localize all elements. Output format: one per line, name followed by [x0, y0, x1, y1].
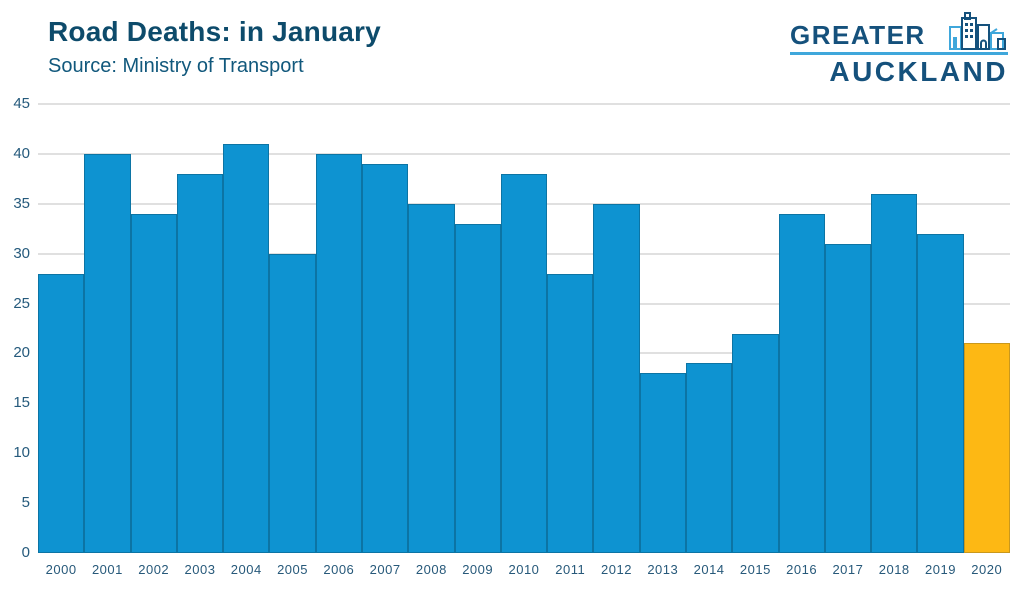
bar-2017 [824, 243, 872, 553]
y-tick-label-20: 20 [13, 344, 30, 362]
x-tick-label-2010: 2010 [508, 562, 540, 577]
bar-2012 [593, 203, 640, 553]
x-tick-label-2009: 2009 [462, 562, 494, 577]
chart-title: Road Deaths: in January [48, 16, 381, 47]
bar-2000 [38, 273, 85, 553]
x-tick-label-2004: 2004 [230, 562, 262, 577]
y-tick-label-40: 40 [13, 144, 30, 162]
x-tick-label-2002: 2002 [138, 562, 170, 577]
bar-2018 [871, 193, 918, 553]
x-tick-label-2003: 2003 [184, 562, 216, 577]
bar-2001 [84, 153, 131, 553]
x-tick-label-2014: 2014 [693, 562, 725, 577]
y-axis: 0 5 10 15 20 25 30 35 40 45 [0, 95, 30, 561]
bar-2019 [917, 233, 964, 553]
x-tick-label-2020: 2020 [971, 562, 1003, 577]
bar-2010 [500, 173, 548, 553]
bars [38, 104, 1010, 553]
bar-2014 [685, 363, 733, 553]
y-tick-label-5: 5 [21, 494, 30, 512]
bar-2013 [639, 373, 686, 553]
bar-2011 [547, 273, 594, 553]
bar-2009 [454, 223, 501, 553]
bar-chart-plot [38, 103, 1010, 553]
x-tick-label-2019: 2019 [925, 562, 956, 577]
y-tick-label-35: 35 [13, 194, 30, 212]
bar-2003 [176, 173, 224, 553]
x-tick-label-2016: 2016 [786, 562, 818, 577]
greater-auckland-logo: GREATER AUCKLAND [790, 12, 1008, 88]
y-tick-label-15: 15 [13, 394, 30, 412]
x-tick-label-2017: 2017 [832, 562, 864, 577]
x-tick-label-2000: 2000 [45, 562, 77, 577]
gridline-45 [38, 103, 1010, 105]
x-tick-label-2015: 2015 [739, 562, 771, 577]
x-tick-label-2011: 2011 [555, 562, 586, 577]
y-tick-label-10: 10 [13, 444, 30, 462]
y-tick-label-25: 25 [13, 294, 30, 312]
x-tick-label-2001: 2001 [91, 562, 123, 577]
bar-2002 [130, 213, 177, 553]
bar-2015 [732, 333, 779, 553]
y-tick-label-0: 0 [21, 544, 30, 561]
logo-top-row: GREATER [790, 12, 1008, 50]
y-tick-label-45: 45 [13, 95, 30, 112]
x-tick-label-2008: 2008 [415, 562, 447, 577]
gridline-40 [38, 152, 1010, 155]
chart-header: Road Deaths: in January Source: Ministry… [48, 16, 381, 78]
logo-underline [790, 52, 1008, 55]
bar-2020 [963, 343, 1010, 553]
x-axis: 2000 2001 2002 2003 2004 2005 2006 2007 2008 2009… [38, 562, 1010, 577]
x-tick-label-2006: 2006 [323, 562, 355, 577]
x-tick-label-2018: 2018 [878, 562, 910, 577]
x-tick-label-2005: 2005 [277, 562, 308, 577]
bar-2016 [778, 213, 825, 553]
logo-text-auckland: AUCKLAND [829, 56, 1008, 87]
x-tick-label-2007: 2007 [369, 562, 401, 577]
x-tick-label-2012: 2012 [601, 562, 632, 577]
bar-2007 [361, 163, 409, 553]
bar-2006 [315, 153, 362, 553]
y-tick-label-30: 30 [13, 244, 30, 262]
x-tick-label-2013: 2013 [647, 562, 679, 577]
bar-2004 [223, 143, 270, 553]
city-skyline-icon [949, 12, 1006, 50]
chart-source: Source: Ministry of Transport [48, 55, 304, 77]
bar-2005 [269, 253, 316, 553]
logo-text-greater: GREATER [790, 20, 926, 50]
bar-2008 [408, 203, 455, 553]
